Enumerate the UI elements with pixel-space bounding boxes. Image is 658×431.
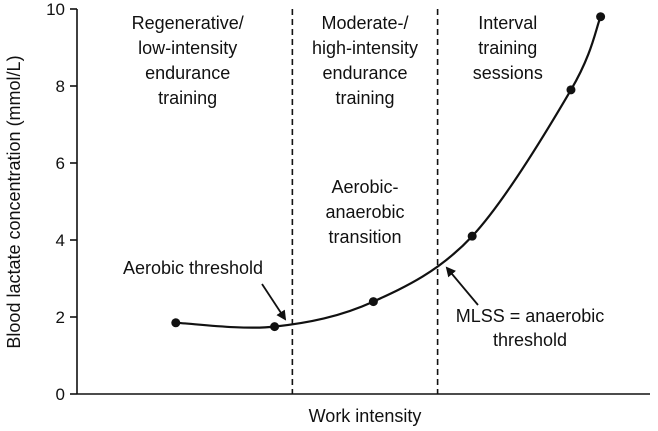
zone-label-line: training [335,88,394,108]
y-tick-label: 6 [56,154,65,173]
mlss-label: MLSS = anaerobic threshold [456,306,605,350]
y-tick-label: 10 [46,0,65,19]
transition-text-line: transition [328,227,401,247]
points-layer [171,12,606,332]
y-tick-label: 0 [56,385,65,404]
zone-label-line: endurance [322,63,407,83]
data-point [566,85,576,95]
aerobic-threshold-label: Aerobic threshold [123,258,263,278]
data-point [596,12,606,22]
data-point [368,297,378,307]
x-axis-title: Work intensity [309,406,422,426]
data-point [270,322,280,332]
zone-dividers [291,9,439,394]
aerobic-threshold-arrow [261,283,287,321]
mlss-label-line: threshold [493,330,567,350]
mlss-arrow [445,266,479,306]
aerobic-threshold-annotation: Aerobic threshold [123,258,287,321]
zone-label: Interval training sessions [473,13,543,83]
zone-labels: Regenerative/low-intensity endurance train… [132,13,543,108]
zone-label-line: Moderate-/ [321,13,408,33]
zone-label-line: Interval [478,13,537,33]
mlss-annotation: MLSS = anaerobic threshold [445,266,605,350]
zone-label-line: endurance [145,63,230,83]
zone-label: Moderate-/ high-intensity endurance trainin… [312,13,418,108]
y-tick-label: 8 [56,77,65,96]
y-ticks: 0 2 4 6 8 10 [46,0,77,404]
zone-label: Regenerative/low-intensity endurance train… [132,13,244,108]
zone-label-line: training [478,38,537,58]
y-tick-label: 4 [56,231,65,250]
zone-label-line: high-intensity [312,38,418,58]
y-axis-title: Blood lactate concentration (mmol/L) [4,55,24,348]
transition-text-line: Aerobic- [331,177,398,197]
mlss-label-line: MLSS = anaerobic [456,306,605,326]
transition-label: Aerobic-anaerobic transition [325,177,404,247]
axes [76,9,650,395]
zone-label-line: training [158,88,217,108]
zone-label-line: Regenerative/ [132,13,244,33]
data-point [467,231,477,241]
y-tick-label: 2 [56,308,65,327]
transition-text-line: anaerobic [325,202,404,222]
transition-text: Aerobic-anaerobic transition [325,177,404,247]
data-point [171,318,181,328]
zone-label-line: low-intensity [138,38,237,58]
zone-label-line: sessions [473,63,543,83]
